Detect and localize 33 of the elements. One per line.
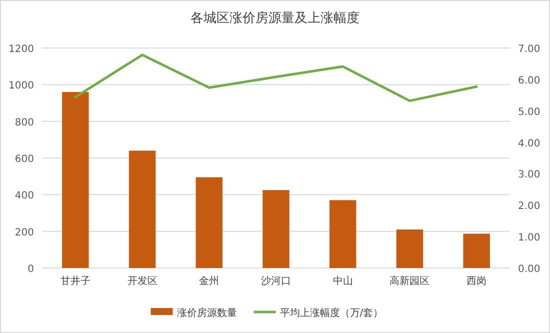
- x-tick-label: 西岗: [466, 275, 487, 287]
- bar: [62, 92, 89, 268]
- y-tick-label: 600: [14, 154, 34, 165]
- line-series: [74, 54, 478, 102]
- y2-tick-label: 7.00: [518, 44, 540, 55]
- y2-tick-label: 2.00: [518, 201, 540, 212]
- y-tick-label: 200: [14, 227, 34, 238]
- y-tick-label: 1000: [8, 80, 34, 92]
- y-tick-label: 800: [14, 117, 34, 128]
- y-tick-label: 0: [28, 264, 34, 275]
- bar: [128, 150, 156, 268]
- y2-tick-label: 4.00: [518, 138, 540, 150]
- y2-tick-label: 3.00: [518, 170, 540, 181]
- x-tick-label: 高新园区: [390, 275, 430, 287]
- legend-label: 平均上涨幅度（万/套）: [280, 307, 384, 319]
- bar: [396, 230, 424, 268]
- bar: [262, 190, 290, 268]
- y-tick-label: 1200: [8, 44, 34, 55]
- bar: [329, 200, 356, 268]
- legend-label: 涨价房源数量: [176, 307, 237, 319]
- bar: [463, 234, 490, 268]
- chart-title: 各城区涨价房源量及上涨幅度: [190, 10, 360, 26]
- x-tick-label: 金州: [199, 275, 220, 287]
- y-tick-label: 400: [14, 190, 34, 202]
- x-tick-label: 沙河口: [261, 275, 291, 287]
- bar: [196, 177, 223, 268]
- y2-tick-label: 0.00: [518, 264, 540, 275]
- x-tick-label: 开发区: [127, 276, 158, 287]
- x-tick-label: 甘井子: [60, 275, 90, 287]
- x-tick-label: 中山: [332, 275, 353, 287]
- y2-tick-label: 5.00: [518, 106, 540, 118]
- y2-tick-label: 6.00: [518, 75, 540, 86]
- y2-tick-label: 1.00: [518, 232, 540, 244]
